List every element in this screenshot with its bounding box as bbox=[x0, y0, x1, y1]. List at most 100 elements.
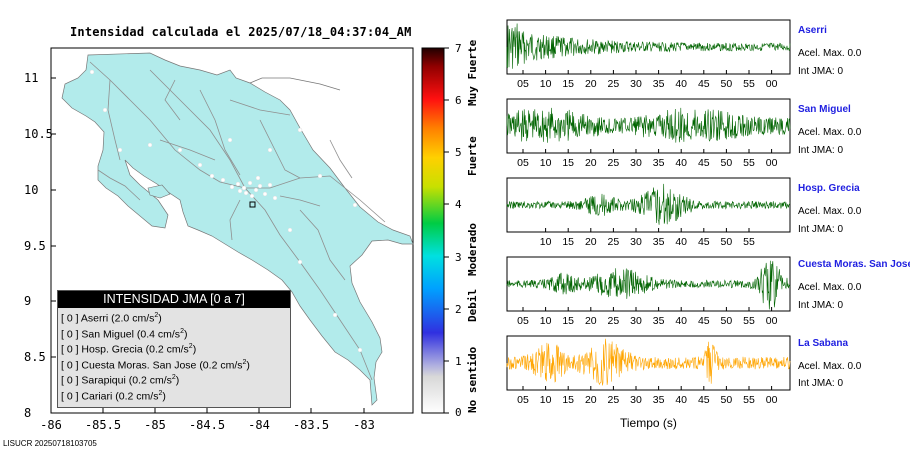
waveform-tick-label: 20 bbox=[584, 78, 597, 90]
legend-entry-text: [ 0 ] Aserri (2.0 cm/s bbox=[61, 312, 155, 325]
time-axis-label: Tiempo (s) bbox=[620, 416, 677, 430]
waveform-tick-label: 00 bbox=[765, 157, 778, 169]
legend-entry-text: [ 0 ] Cariari (0.2 cm/s bbox=[61, 390, 159, 402]
legend-unit-exponent: 2 bbox=[154, 312, 159, 319]
legend-title: INTENSIDAD JMA [0 a 7] bbox=[58, 291, 290, 308]
lat-tick: 10.5 bbox=[24, 127, 53, 141]
waveform-tick-label: 25 bbox=[607, 78, 620, 90]
waveform-trace bbox=[506, 183, 791, 225]
legend-entry-close: ) bbox=[246, 359, 250, 371]
waveform-tick-label: 20 bbox=[584, 236, 597, 248]
legend-entry-close: ) bbox=[162, 390, 166, 402]
legend-entry: [ 0 ] Cariari (0.2 cm/s2) bbox=[58, 386, 290, 403]
waveform-panels bbox=[506, 19, 791, 391]
lon-tick: -84 bbox=[248, 418, 270, 432]
colorbar-label: 5 bbox=[455, 146, 462, 159]
legend-unit-exponent: 2 bbox=[242, 358, 247, 366]
waveform-tick-label: 55 bbox=[743, 315, 755, 327]
lat-tick: 9 bbox=[24, 294, 32, 308]
colorbar-word: Fuerte bbox=[466, 136, 479, 176]
epicenter-marker bbox=[249, 201, 256, 208]
colorbar-label: 1 bbox=[455, 355, 462, 368]
waveform-tick-label: 50 bbox=[720, 157, 733, 169]
waveform-tick-label: 25 bbox=[607, 315, 620, 327]
waveform-tick-label: 20 bbox=[584, 315, 597, 327]
waveform-tick-label: 30 bbox=[630, 157, 642, 169]
legend-entry: [ 0 ] Hosp. Grecia (0.2 cm/s2) bbox=[58, 339, 290, 356]
waveform-tick-label: 05 bbox=[517, 315, 529, 327]
lon-tick: -84.5 bbox=[188, 418, 226, 432]
colorbar-word: Debil bbox=[466, 288, 479, 322]
station-name: La Sabana bbox=[798, 338, 849, 349]
station-jma: Int JMA: 0 bbox=[798, 145, 844, 156]
legend-entry: [ 0 ] Aserri (2.0 cm/s2) bbox=[58, 308, 290, 325]
waveform-tick-label: 45 bbox=[697, 236, 710, 248]
legend-unit-exponent: 2 bbox=[188, 343, 193, 350]
lon-tick: -83 bbox=[353, 418, 375, 432]
legend-rows: [ 0 ] Aserri (2.0 cm/s2)[ 0 ] San Miguel… bbox=[58, 308, 290, 403]
lat-tick: 8.5 bbox=[24, 350, 46, 364]
waveform-tick-label: 45 bbox=[697, 157, 710, 169]
waveform-tick-label: 00 bbox=[765, 78, 778, 90]
station-jma: Int JMA: 0 bbox=[798, 66, 844, 77]
legend-unit-exponent: 2 bbox=[180, 327, 184, 335]
station-name: San Miguel bbox=[798, 104, 851, 115]
legend-entry-text: [ 0 ] San Miguel (0.4 cm/s bbox=[61, 328, 181, 340]
waveform-tick-label: 25 bbox=[607, 157, 620, 169]
station-accel: Acel. Max. 0.0 bbox=[798, 48, 862, 59]
waveform-trace bbox=[506, 260, 791, 310]
waveform-tick-label: 45 bbox=[697, 78, 710, 90]
lat-tick: 10 bbox=[24, 183, 39, 197]
footer-id: LISUCR 20250718103705 bbox=[3, 439, 97, 448]
waveform-tick-label: 30 bbox=[630, 236, 642, 248]
waveform-tick-label: 15 bbox=[562, 157, 575, 169]
waveform-tick-label: 20 bbox=[584, 394, 597, 406]
legend-entry-text: [ 0 ] Sarapiqui (0.2 cm/s bbox=[61, 374, 172, 387]
intensity-legend: INTENSIDAD JMA [0 a 7] [ 0 ] Aserri (2.0… bbox=[57, 290, 291, 408]
waveform-tick-label: 05 bbox=[517, 394, 529, 406]
legend-unit-exponent: 2 bbox=[158, 389, 163, 397]
waveform-tick-label: 00 bbox=[765, 394, 778, 406]
colorbar-label: 0 bbox=[455, 406, 462, 419]
waveform-tick-label: 10 bbox=[539, 157, 552, 169]
colorbar-label: 6 bbox=[455, 94, 462, 107]
waveform-trace bbox=[506, 338, 791, 386]
waveform-tick-label: 40 bbox=[675, 315, 688, 327]
waveform-tick-label: 20 bbox=[584, 157, 597, 169]
map-axis-ticks bbox=[50, 77, 365, 414]
lon-tick: -86 bbox=[40, 418, 62, 432]
station-accel: Acel. Max. 0.0 bbox=[798, 282, 862, 293]
waveform-tick-label: 40 bbox=[675, 78, 688, 90]
colorbar-label: 4 bbox=[455, 198, 462, 211]
station-name: Aserri bbox=[798, 25, 827, 36]
waveform-tick-label: 10 bbox=[539, 394, 552, 406]
colorbar-ticks bbox=[444, 47, 449, 414]
lon-tick: -83.5 bbox=[292, 418, 330, 432]
station-jma: Int JMA: 0 bbox=[798, 224, 844, 235]
legend-entry-close: ) bbox=[183, 328, 188, 340]
station-accel: Acel. Max. 0.0 bbox=[798, 206, 862, 217]
waveform-tick-label: 30 bbox=[630, 315, 642, 327]
colorbar-label: 7 bbox=[455, 42, 462, 55]
colorbar-label: 3 bbox=[455, 251, 462, 264]
waveform-tick-label: 35 bbox=[652, 236, 665, 248]
lon-tick: -85.5 bbox=[84, 418, 122, 432]
station-name: Cuesta Moras. San Jose bbox=[798, 259, 910, 270]
waveform-tick-label: 55 bbox=[743, 157, 755, 169]
legend-entry: [ 0 ] Cuesta Moras. San Jose (0.2 cm/s2) bbox=[58, 355, 290, 372]
legend-entry-text: [ 0 ] Cuesta Moras. San Jose (0.2 cm/s bbox=[61, 359, 243, 371]
station-name: Hosp. Grecia bbox=[798, 183, 860, 194]
legend-entry-close: ) bbox=[158, 312, 162, 325]
colorbar-word: Moderado bbox=[466, 223, 479, 276]
legend-unit-exponent: 2 bbox=[171, 374, 176, 381]
station-markers bbox=[89, 69, 363, 353]
waveform-tick-label: 35 bbox=[652, 394, 665, 406]
legend-entry-text: [ 0 ] Hosp. Grecia (0.2 cm/s bbox=[61, 343, 189, 356]
station-accel: Acel. Max. 0.0 bbox=[798, 361, 862, 372]
legend-entry: [ 0 ] San Miguel (0.4 cm/s2) bbox=[58, 324, 290, 341]
waveform-tick-label: 10 bbox=[539, 315, 552, 327]
waveform-tick-label: 00 bbox=[765, 315, 778, 327]
lat-tick: 8 bbox=[24, 406, 32, 420]
waveform-tick-label: 50 bbox=[720, 236, 733, 248]
